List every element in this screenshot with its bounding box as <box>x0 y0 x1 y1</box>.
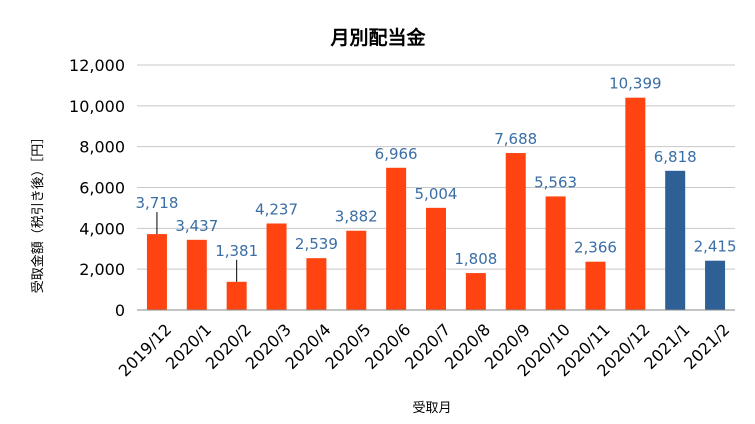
bar-2020-10 <box>545 196 566 310</box>
bar-2020-7 <box>426 207 446 310</box>
x-axis-title: 受取月 <box>412 401 451 416</box>
y-tick-label: 8,000 <box>79 138 125 157</box>
data-label: 5,563 <box>534 173 577 191</box>
data-label: 4,237 <box>255 200 298 218</box>
y-tick-label: 10,000 <box>69 97 125 116</box>
data-label: 1,808 <box>454 250 497 268</box>
bar-2020-9 <box>505 153 526 310</box>
data-label: 3,437 <box>175 217 218 235</box>
bar-2020-8 <box>465 273 486 310</box>
data-label: 6,966 <box>375 145 418 163</box>
bar-2020-5 <box>346 230 367 310</box>
bar-2020-3 <box>266 223 287 310</box>
bar-2021-1 <box>665 170 686 310</box>
y-tick-label: 2,000 <box>79 260 125 279</box>
bar-2021-2 <box>705 260 726 310</box>
data-label: 2,366 <box>574 239 617 257</box>
x-tick-label: 2019/12 <box>115 320 175 380</box>
data-label: 6,818 <box>654 148 697 166</box>
data-label: 3,718 <box>135 194 178 212</box>
bar-2019-12 <box>146 234 167 310</box>
bar-2020-12 <box>625 97 646 311</box>
data-label: 3,882 <box>335 208 378 226</box>
bar-2020-4 <box>306 258 327 310</box>
data-label: 10,399 <box>609 75 662 93</box>
y-tick-label: 12,000 <box>69 56 125 75</box>
data-label: 2,415 <box>694 238 737 256</box>
bar-2020-2 <box>226 281 247 310</box>
y-axis-title: 受取金額（税引き後）［円］ <box>30 131 46 294</box>
y-axis-ticks: 0 2,000 4,000 6,000 8,000 10,000 12,000 <box>69 56 125 320</box>
bar-2020-1 <box>186 239 207 310</box>
data-label: 2,539 <box>295 235 338 253</box>
y-tick-label: 4,000 <box>79 219 125 238</box>
data-label: 1,381 <box>215 242 258 260</box>
bars <box>146 97 726 311</box>
data-label: 5,004 <box>415 185 458 203</box>
y-tick-label: 0 <box>115 301 125 320</box>
x-axis-ticks: 2019/122020/12020/22020/32020/42020/5202… <box>115 320 734 380</box>
bar-2020-11 <box>585 261 606 310</box>
bar-2020-6 <box>386 167 407 310</box>
x-tick-label: 2021/2 <box>680 320 733 373</box>
data-labels: 3,718 3,437 1,381 4,237 2,539 3,882 6,966 5,004… <box>135 75 737 282</box>
data-label: 7,688 <box>494 130 537 148</box>
chart-title: 月別配当金 <box>329 26 426 49</box>
y-tick-label: 6,000 <box>79 179 125 198</box>
